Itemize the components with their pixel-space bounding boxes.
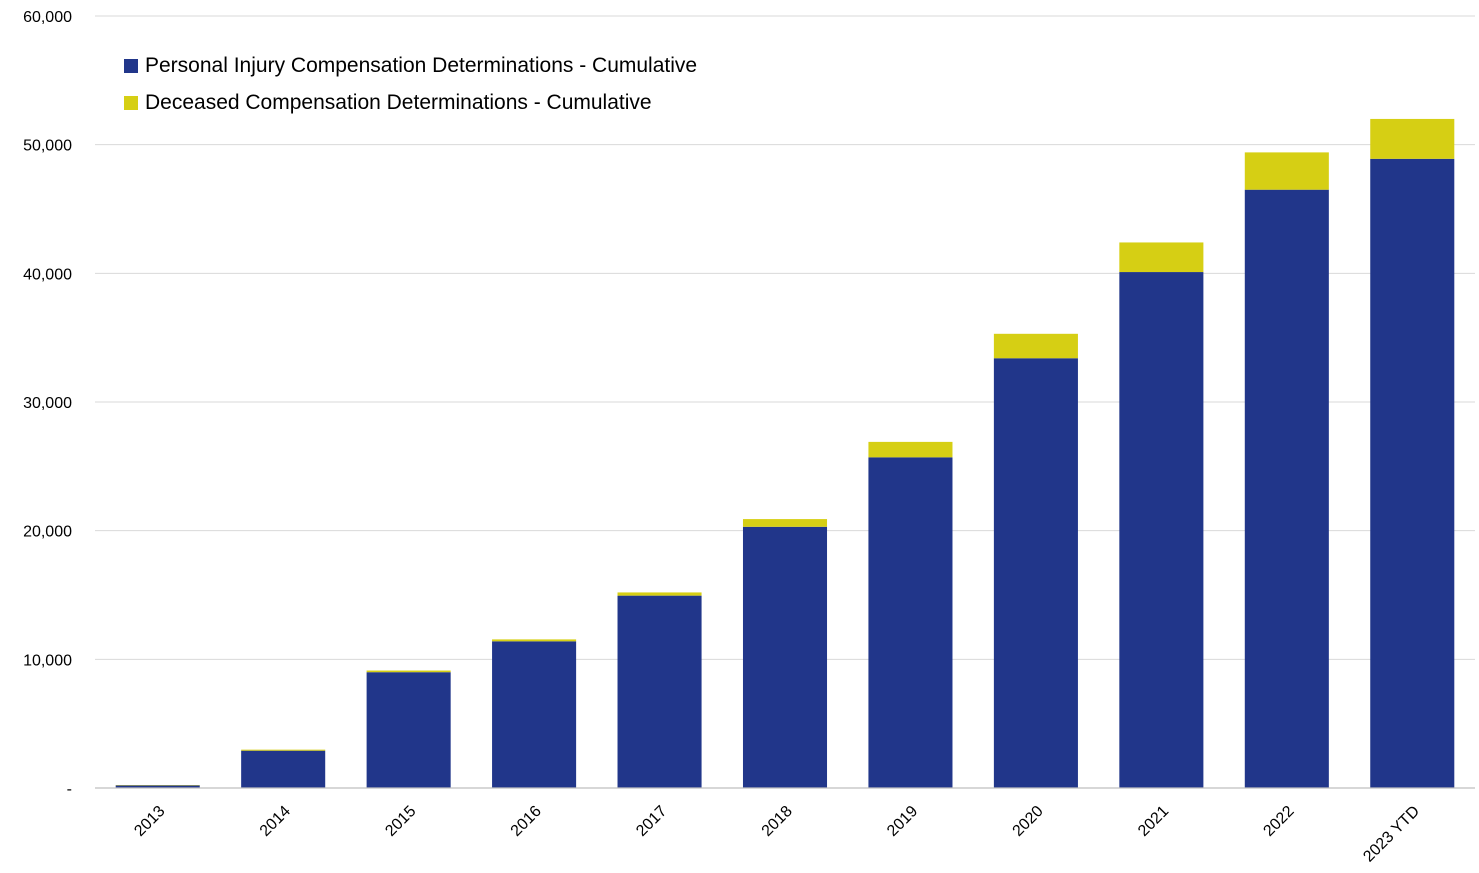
bar-personal-injury-2017 [617,595,702,788]
bar-personal-injury-2015 [366,672,451,788]
x-tick-label: 2016 [508,803,545,840]
bars [115,118,1455,789]
x-tick-label: 2020 [1010,803,1047,840]
bar-deceased-2021 [1119,242,1204,273]
bar-deceased-2014 [241,749,326,751]
bar-personal-injury-2014 [241,750,326,788]
bar-deceased-2017 [617,592,702,596]
bar-deceased-2015 [366,670,451,673]
bar-deceased-2016 [492,639,577,642]
x-tick-label: 2022 [1260,803,1297,840]
y-tick-label: 30,000 [23,395,72,412]
bar-personal-injury-2021 [1119,272,1204,789]
bar-personal-injury-2018 [742,526,828,788]
x-tick-label: 2015 [382,803,419,840]
y-tick-label: 20,000 [23,524,72,541]
x-tick-label: 2014 [257,803,294,840]
bar-deceased-2019 [868,441,953,458]
y-tick-label: 60,000 [23,9,72,26]
bar-deceased-2022 [1244,152,1329,190]
bar-personal-injury-2016 [492,641,577,788]
bar-deceased-2020 [993,333,1078,359]
bar-personal-injury-2023-ytd [1370,158,1455,788]
legend-label: Personal Injury Compensation Determinati… [145,54,697,77]
bar-personal-injury-2020 [993,358,1078,788]
y-axis-ticks: - 10,000 20,000 30,000 40,000 50,000 60,000 [23,9,72,798]
x-tick-label: 2021 [1135,803,1172,840]
legend-swatch [124,96,138,110]
x-tick-label: 2023 YTD [1360,803,1423,866]
y-tick-label: 50,000 [23,138,72,155]
x-axis-ticks: 2013 2014 2015 2016 2017 2018 2019 2020 2021 2022… [131,803,1423,866]
legend-swatch [124,59,138,73]
bar-personal-injury-2019 [868,457,953,788]
bar-personal-injury-2013 [115,785,200,788]
legend-label: Deceased Compensation Determinations - C… [145,91,652,114]
legend: Personal Injury Compensation Determinati… [124,54,697,114]
bar-personal-injury-2022 [1244,189,1329,788]
x-tick-label: 2019 [884,803,921,840]
y-tick-label: 40,000 [23,266,72,283]
y-tick-label: - [67,781,72,798]
x-tick-label: 2018 [759,803,796,840]
x-tick-label: 2017 [633,803,670,840]
bar-deceased-2023-ytd [1370,118,1455,159]
y-tick-label: 10,000 [23,652,72,669]
x-tick-label: 2013 [131,803,168,840]
bar-deceased-2018 [742,519,828,527]
